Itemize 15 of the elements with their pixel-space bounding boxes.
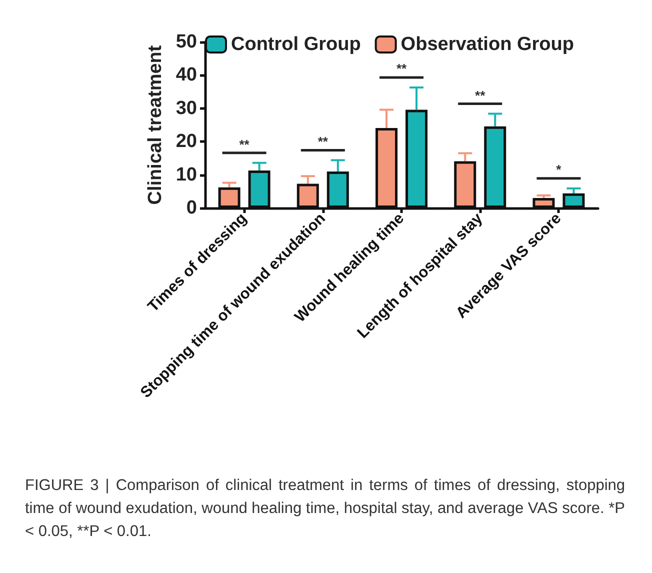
annotation: ** <box>239 136 250 152</box>
caption: FIGURE 3 | Comparison of clinical treatment in terms of times of dressing, stopping time of wound exudation, wound healing time, hospital stay, and average VAS score. *P < 0.05, **P < 0.01. <box>25 476 625 542</box>
y-tick-label: 40 <box>176 64 197 86</box>
legend-label: Observation Group <box>400 34 574 55</box>
y-tick-label: 0 <box>186 198 197 218</box>
annotation: ** <box>396 61 407 76</box>
y-tick-label: 10 <box>176 164 197 186</box>
y-axis-title: Clinical treatment <box>144 44 166 205</box>
legend-label: Control Group <box>231 34 361 55</box>
annotation: ** <box>318 134 328 150</box>
y-tick-label: 50 <box>176 32 197 52</box>
annotation: * <box>556 162 562 178</box>
annotation: ** <box>475 88 486 103</box>
y-tick-label: 20 <box>176 131 197 152</box>
y-tick-label: 30 <box>176 98 197 119</box>
